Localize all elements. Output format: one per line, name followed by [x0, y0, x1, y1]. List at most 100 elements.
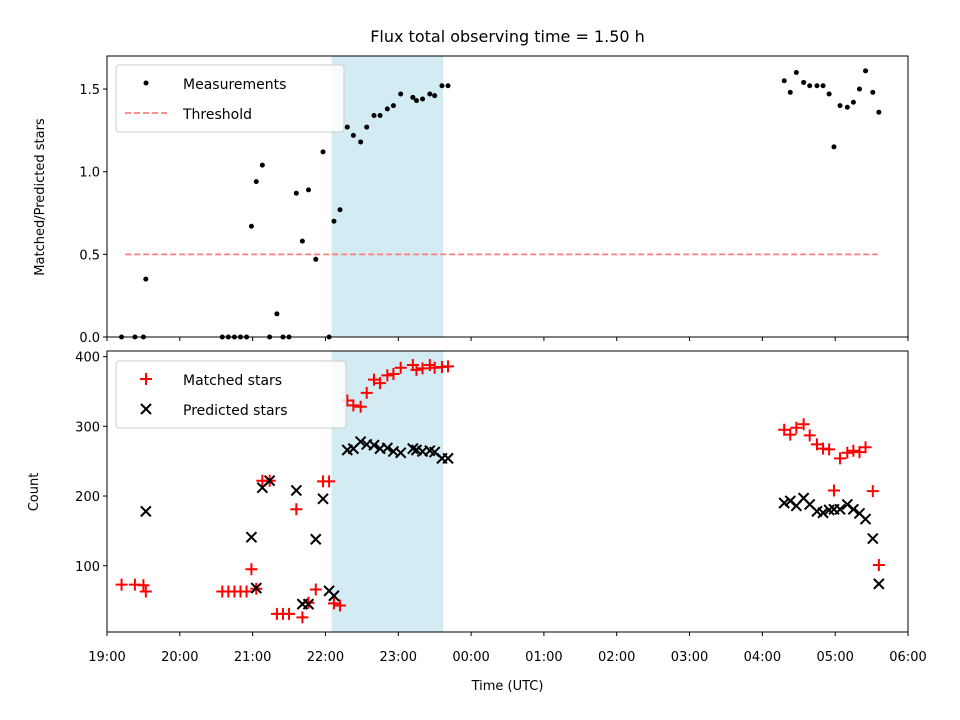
x-tick-label: 06:00	[889, 650, 926, 665]
predicted-star-point	[354, 435, 367, 448]
measurement-point	[259, 162, 265, 168]
matched-star-point	[334, 599, 347, 612]
measurement-point	[320, 149, 326, 155]
measurement-point	[384, 106, 390, 112]
measurement-point	[377, 113, 383, 119]
matched-star-point	[841, 446, 854, 459]
matched-star-point	[442, 360, 455, 373]
measurement-point	[132, 334, 138, 340]
measurement-point	[445, 83, 451, 89]
predicted-star-point	[394, 447, 407, 459]
x-tick-label: 19:00	[88, 650, 125, 665]
measurement-point	[358, 139, 364, 145]
predicted-star-point	[245, 531, 258, 543]
matched-star-point	[410, 363, 423, 376]
predicted-star-point	[381, 442, 394, 454]
measurement-point	[274, 311, 280, 317]
measurement-point	[143, 276, 149, 282]
bottom-plot-frame	[106, 350, 909, 633]
predicted-star-point	[834, 503, 846, 515]
y-tick-label: 0.0	[79, 331, 100, 346]
measurement-point	[286, 334, 292, 340]
matched-star-point	[309, 583, 322, 596]
measurement-point	[876, 109, 882, 115]
measurement-point	[337, 207, 343, 213]
top-x-ticks	[106, 337, 909, 341]
measurement-point	[231, 334, 237, 340]
measurement-point	[807, 83, 813, 89]
legend-threshold-label: Threshold	[182, 107, 252, 123]
predicted-star-point	[250, 582, 262, 594]
measurement-point	[293, 190, 299, 196]
measurement-point	[432, 93, 438, 99]
measurement-point	[826, 91, 832, 97]
legend-predicted-label: Predicted stars	[183, 403, 288, 419]
y-tick-label: 1.0	[79, 166, 100, 181]
matched-star-point	[115, 578, 128, 591]
measurement-point	[814, 83, 820, 89]
measurement-point	[850, 99, 856, 105]
y-tick-label: 300	[75, 420, 100, 435]
x-tick-label: 05:00	[816, 650, 853, 665]
top-highlight-span	[331, 56, 444, 337]
x-tick-label: 20:00	[161, 650, 198, 665]
measurement-point	[244, 334, 250, 340]
matched-star-point	[139, 585, 152, 598]
y-tick-label: 200	[75, 490, 100, 505]
bottom-x-ticks: 19:00 20:00 21:00 22:00 23:00 00:00 01:00 02:00…	[88, 632, 927, 665]
predicted-star-point	[859, 513, 872, 525]
predicted-star-point	[368, 439, 380, 451]
measurement-point	[119, 334, 125, 340]
measurement-point	[787, 89, 793, 95]
measurement-point	[439, 83, 445, 89]
top-legend-box	[115, 64, 345, 133]
matched-star-point	[872, 559, 885, 572]
measurement-point	[225, 334, 231, 340]
measurement-point	[427, 91, 433, 97]
x-tick-label: 21:00	[234, 650, 271, 665]
measurement-point	[331, 218, 337, 224]
measurement-point	[801, 79, 807, 85]
measurement-point	[326, 334, 332, 340]
predicted-star-point	[847, 503, 860, 515]
predicted-star-point	[310, 533, 322, 545]
predicted-star-point	[817, 507, 829, 519]
measurement-point	[820, 83, 826, 89]
matched-star-point	[797, 418, 810, 431]
measurement-point	[238, 334, 243, 340]
y-tick-label: 100	[75, 560, 100, 575]
bottom-y-axis-label: Count	[27, 473, 42, 512]
matched-star-point	[810, 438, 823, 451]
top-data-marks	[119, 68, 882, 340]
x-tick-label: 00:00	[452, 650, 489, 665]
predicted-star-point	[778, 497, 790, 509]
measurement-point	[371, 113, 377, 119]
measurement-point	[253, 179, 259, 185]
predicted-star-point	[317, 493, 329, 505]
predicted-star-point	[140, 505, 152, 518]
matched-star-point	[790, 421, 803, 434]
measurement-point	[280, 334, 286, 340]
y-tick-label: 0.5	[79, 248, 100, 263]
bottom-legend-box	[115, 360, 347, 429]
matched-star-point	[859, 441, 872, 454]
matched-star-point	[323, 475, 336, 488]
predicted-star-point	[442, 452, 454, 465]
matched-star-point	[360, 386, 373, 399]
matched-star-point	[827, 484, 840, 497]
matched-star-point	[847, 444, 860, 457]
matched-star-point	[137, 579, 150, 592]
matched-star-point	[240, 585, 253, 598]
bottom-legend: Matched stars Predicted stars	[115, 360, 347, 429]
matched-star-point	[853, 446, 866, 459]
measurement-point	[870, 89, 876, 95]
x-tick-label: 02:00	[598, 650, 635, 665]
matched-star-point	[290, 503, 303, 516]
measurement-point	[350, 132, 356, 138]
top-plot-frame	[106, 55, 909, 338]
measurement-point	[313, 256, 319, 262]
measurement-point	[856, 86, 862, 92]
y-tick-label: 1.5	[79, 83, 100, 98]
matched-star-point	[327, 597, 340, 610]
